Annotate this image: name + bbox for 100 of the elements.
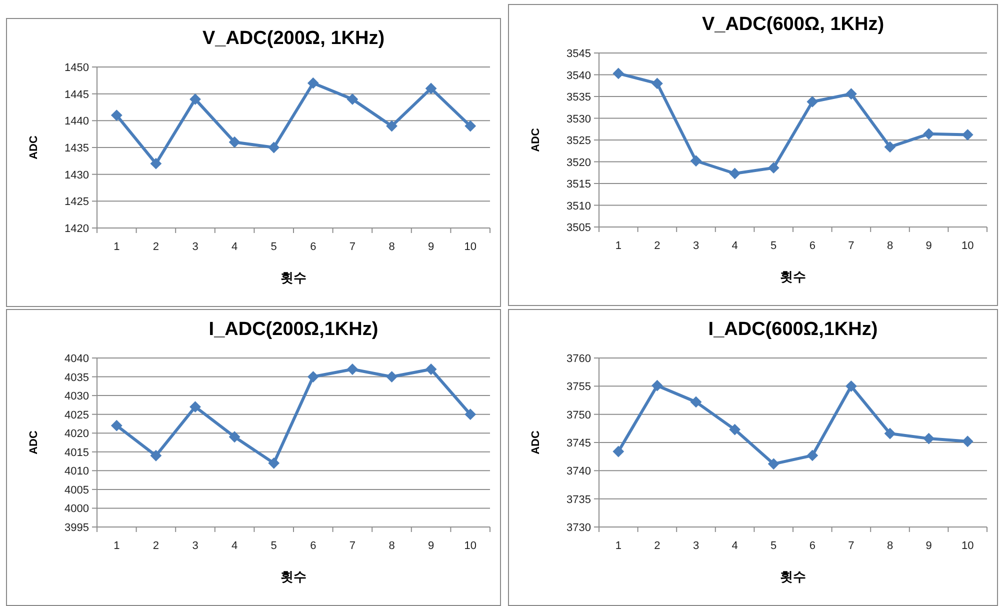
y-tick-label: 3740: [566, 466, 591, 478]
x-tick-label: 1: [114, 540, 120, 552]
point: [923, 128, 934, 140]
x-tick-label: 4: [231, 540, 238, 552]
x-tick-label: 6: [809, 540, 816, 552]
y-tick-label: 3545: [566, 48, 591, 60]
y-tick-label: 4000: [64, 503, 89, 516]
point: [150, 158, 162, 170]
x-tick-label: 10: [464, 540, 476, 552]
y-tick-label: 1445: [64, 88, 89, 101]
point: [464, 120, 476, 132]
point: [806, 450, 818, 461]
x-axis-title: 횟수: [280, 270, 306, 285]
y-tick-label: 3730: [566, 522, 591, 534]
point: [386, 120, 398, 132]
x-tick-label: 5: [770, 540, 777, 552]
point: [612, 68, 624, 79]
point: [111, 110, 122, 121]
point: [962, 436, 974, 447]
y-axis-title: ADC: [28, 136, 40, 160]
x-tick-label: 2: [654, 540, 660, 552]
x-tick-label: 2: [152, 540, 160, 552]
y-axis-title: ADC: [530, 430, 542, 454]
y-tick-label: 3520: [566, 156, 591, 169]
point: [806, 96, 818, 108]
x-tick-label: 10: [961, 240, 974, 252]
x-tick-label: 4: [732, 540, 738, 552]
y-tick-label: 4035: [64, 372, 89, 384]
x-tick-label: 4: [732, 240, 738, 252]
x-tick-label: 4: [231, 241, 238, 253]
x-tick-label: 7: [848, 540, 854, 552]
x-tick-label: 9: [926, 540, 932, 552]
x-tick-label: 1: [114, 241, 120, 253]
x-tick-label: 5: [770, 240, 777, 252]
x-tick-label: 3: [692, 240, 700, 252]
x-tick-label: 6: [310, 241, 316, 253]
point: [729, 168, 740, 179]
x-tick-label: 3: [192, 540, 198, 552]
point: [846, 88, 857, 100]
y-tick-label: 1440: [64, 116, 89, 128]
y-tick-label: 3535: [566, 92, 591, 104]
point: [962, 129, 974, 140]
point: [346, 94, 358, 105]
y-tick-label: 3530: [566, 113, 591, 126]
y-tick-label: 3505: [566, 222, 591, 234]
point: [729, 424, 740, 436]
y-tick-label: 1420: [64, 223, 89, 235]
x-tick-label: 3: [192, 241, 198, 253]
point: [111, 420, 122, 432]
point: [652, 78, 663, 89]
x-tick-label: 10: [961, 540, 974, 552]
point: [308, 78, 319, 89]
point: [652, 380, 663, 392]
y-axis-title: ADC: [28, 430, 40, 454]
y-tick-label: 3540: [566, 70, 591, 82]
point: [846, 380, 857, 392]
chart-title: V_ADC(600Ω, 1KHz): [702, 14, 884, 35]
point: [612, 446, 624, 458]
y-tick-label: 4020: [64, 428, 89, 440]
x-tick-label: 2: [654, 240, 660, 252]
point: [768, 162, 780, 174]
y-tick-label: 1450: [64, 62, 89, 74]
x-tick-label: 9: [428, 540, 434, 552]
point: [884, 428, 896, 439]
y-tick-label: 3750: [566, 409, 591, 422]
y-tick-label: 3745: [566, 438, 591, 450]
x-tick-label: 1: [615, 540, 622, 552]
chart-title: I_ADC(600Ω,1KHz): [708, 319, 878, 340]
y-tick-label: 4015: [64, 446, 89, 459]
point: [426, 82, 437, 94]
point: [426, 364, 437, 375]
point: [190, 94, 201, 105]
point: [690, 396, 702, 408]
x-tick-label: 7: [848, 240, 854, 252]
x-tick-label: 3: [692, 540, 700, 552]
chart-title: V_ADC(200Ω, 1KHz): [202, 28, 385, 49]
point: [229, 136, 240, 148]
y-tick-label: 1425: [64, 196, 89, 208]
point: [386, 371, 398, 382]
point: [268, 458, 280, 469]
x-tick-label: 9: [926, 240, 932, 252]
y-tick-label: 3525: [566, 135, 591, 147]
y-tick-label: 4010: [64, 466, 89, 478]
y-tick-label: 4005: [64, 484, 89, 496]
x-tick-label: 6: [809, 240, 816, 252]
y-tick-label: 4030: [64, 390, 89, 403]
y-tick-label: 4025: [64, 409, 89, 422]
x-tick-label: 1: [615, 240, 622, 252]
point: [190, 401, 201, 412]
point: [346, 364, 358, 375]
x-tick-label: 9: [428, 241, 434, 253]
y-tick-label: 3515: [566, 178, 591, 190]
point: [923, 433, 934, 444]
point: [268, 142, 280, 153]
x-tick-label: 5: [270, 540, 277, 552]
point: [229, 431, 240, 442]
x-axis-title: 횟수: [280, 569, 306, 584]
y-tick-label: 3755: [566, 381, 591, 394]
y-tick-label: 1430: [64, 169, 89, 182]
x-tick-label: 8: [388, 540, 395, 552]
